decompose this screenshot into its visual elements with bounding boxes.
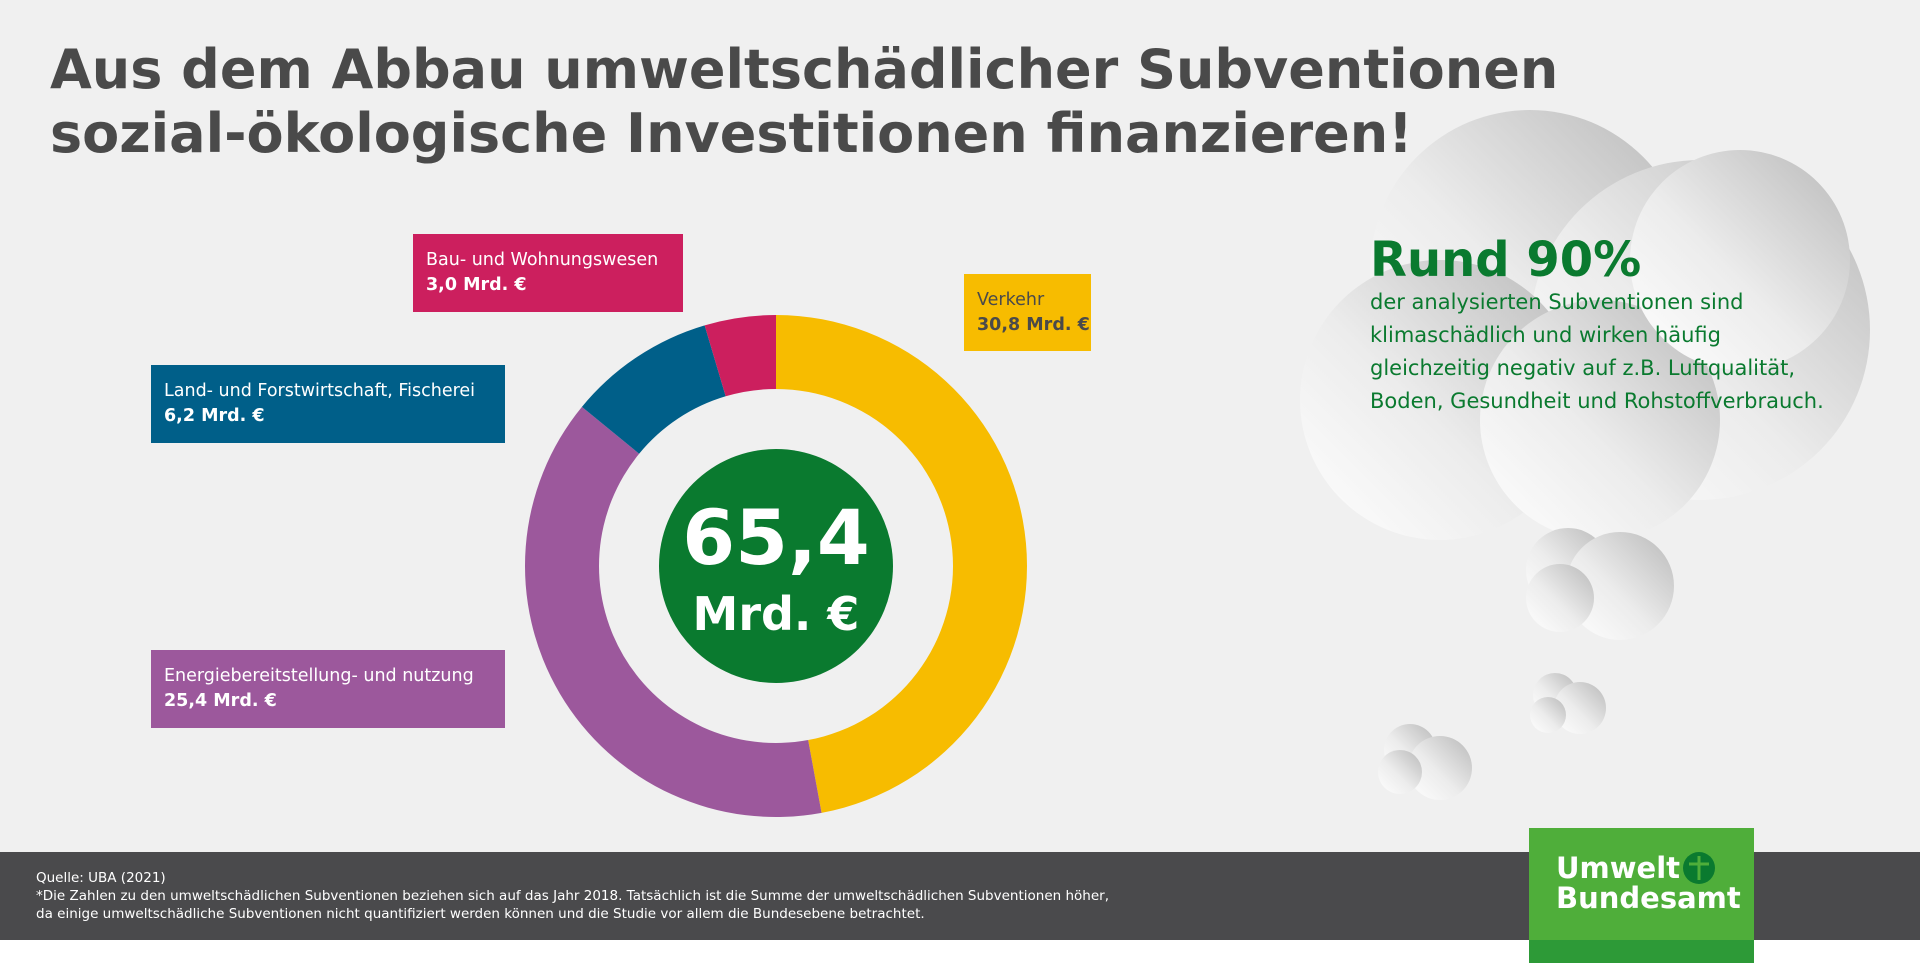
logo-strip: [1529, 940, 1754, 963]
logo-icon: [1683, 852, 1715, 884]
donut-segment: [776, 314, 1028, 813]
total-value: 65,4: [682, 493, 870, 582]
annotation-line: gleichzeitig negativ auf z.B. Luftqualit…: [1370, 356, 1795, 380]
footer-bottom: [0, 940, 1920, 963]
category-label: Verkehr: [977, 290, 1045, 310]
logo-text: Bundesamt: [1556, 881, 1741, 915]
category-labels: Verkehr 30,8 Mrd. € Energiebereitstellung-…: [151, 234, 1091, 728]
annotation-line: der analysierten Subventionen sind: [1370, 290, 1744, 314]
thought-cloud: [1300, 110, 1870, 800]
category-label: Energiebereitstellung- und nutzung: [164, 666, 474, 686]
annotation-headline: Rund 90%: [1370, 232, 1641, 288]
title-line: sozial-ökologische Investitionen finanzi…: [50, 102, 1413, 165]
donut-segment: [704, 315, 776, 397]
total-circle: [659, 449, 893, 683]
footer-line: da einige umweltschädliche Subventionen …: [36, 906, 925, 922]
label-box: [413, 234, 683, 312]
label-box: [151, 650, 505, 728]
donut-segment: [524, 406, 822, 818]
footer-line: *Die Zahlen zu den umweltschädlichen Sub…: [36, 888, 1109, 904]
annotation-line: klimaschädlich und wirken häufig: [1370, 323, 1721, 347]
footer-text: Quelle: UBA (2021) *Die Zahlen zu den umw…: [36, 870, 1109, 922]
category-label: Land- und Forstwirtschaft, Fischerei: [164, 381, 475, 401]
label-box: [964, 274, 1091, 351]
value-label: 30,8 Mrd. €: [977, 315, 1090, 335]
value-label: 25,4 Mrd. €: [164, 691, 277, 711]
label-box: [151, 365, 505, 443]
annotation-line: Boden, Gesundheit und Rohstoffverbrauch.: [1370, 389, 1824, 413]
footer-line: Quelle: UBA (2021): [36, 870, 166, 886]
total-unit: Mrd. €: [693, 587, 860, 641]
title-line: Aus dem Abbau umweltschädlicher Subventi…: [50, 38, 1558, 101]
logo-text: Umwelt: [1556, 851, 1680, 885]
annotation-text: der analysierten Subventionen sind klimas…: [1370, 290, 1824, 413]
donut-segment: [581, 325, 726, 454]
logo-box: [1529, 828, 1754, 940]
value-label: 6,2 Mrd. €: [164, 406, 265, 426]
category-label: Bau- und Wohnungswesen: [426, 250, 658, 270]
value-label: 3,0 Mrd. €: [426, 275, 527, 295]
